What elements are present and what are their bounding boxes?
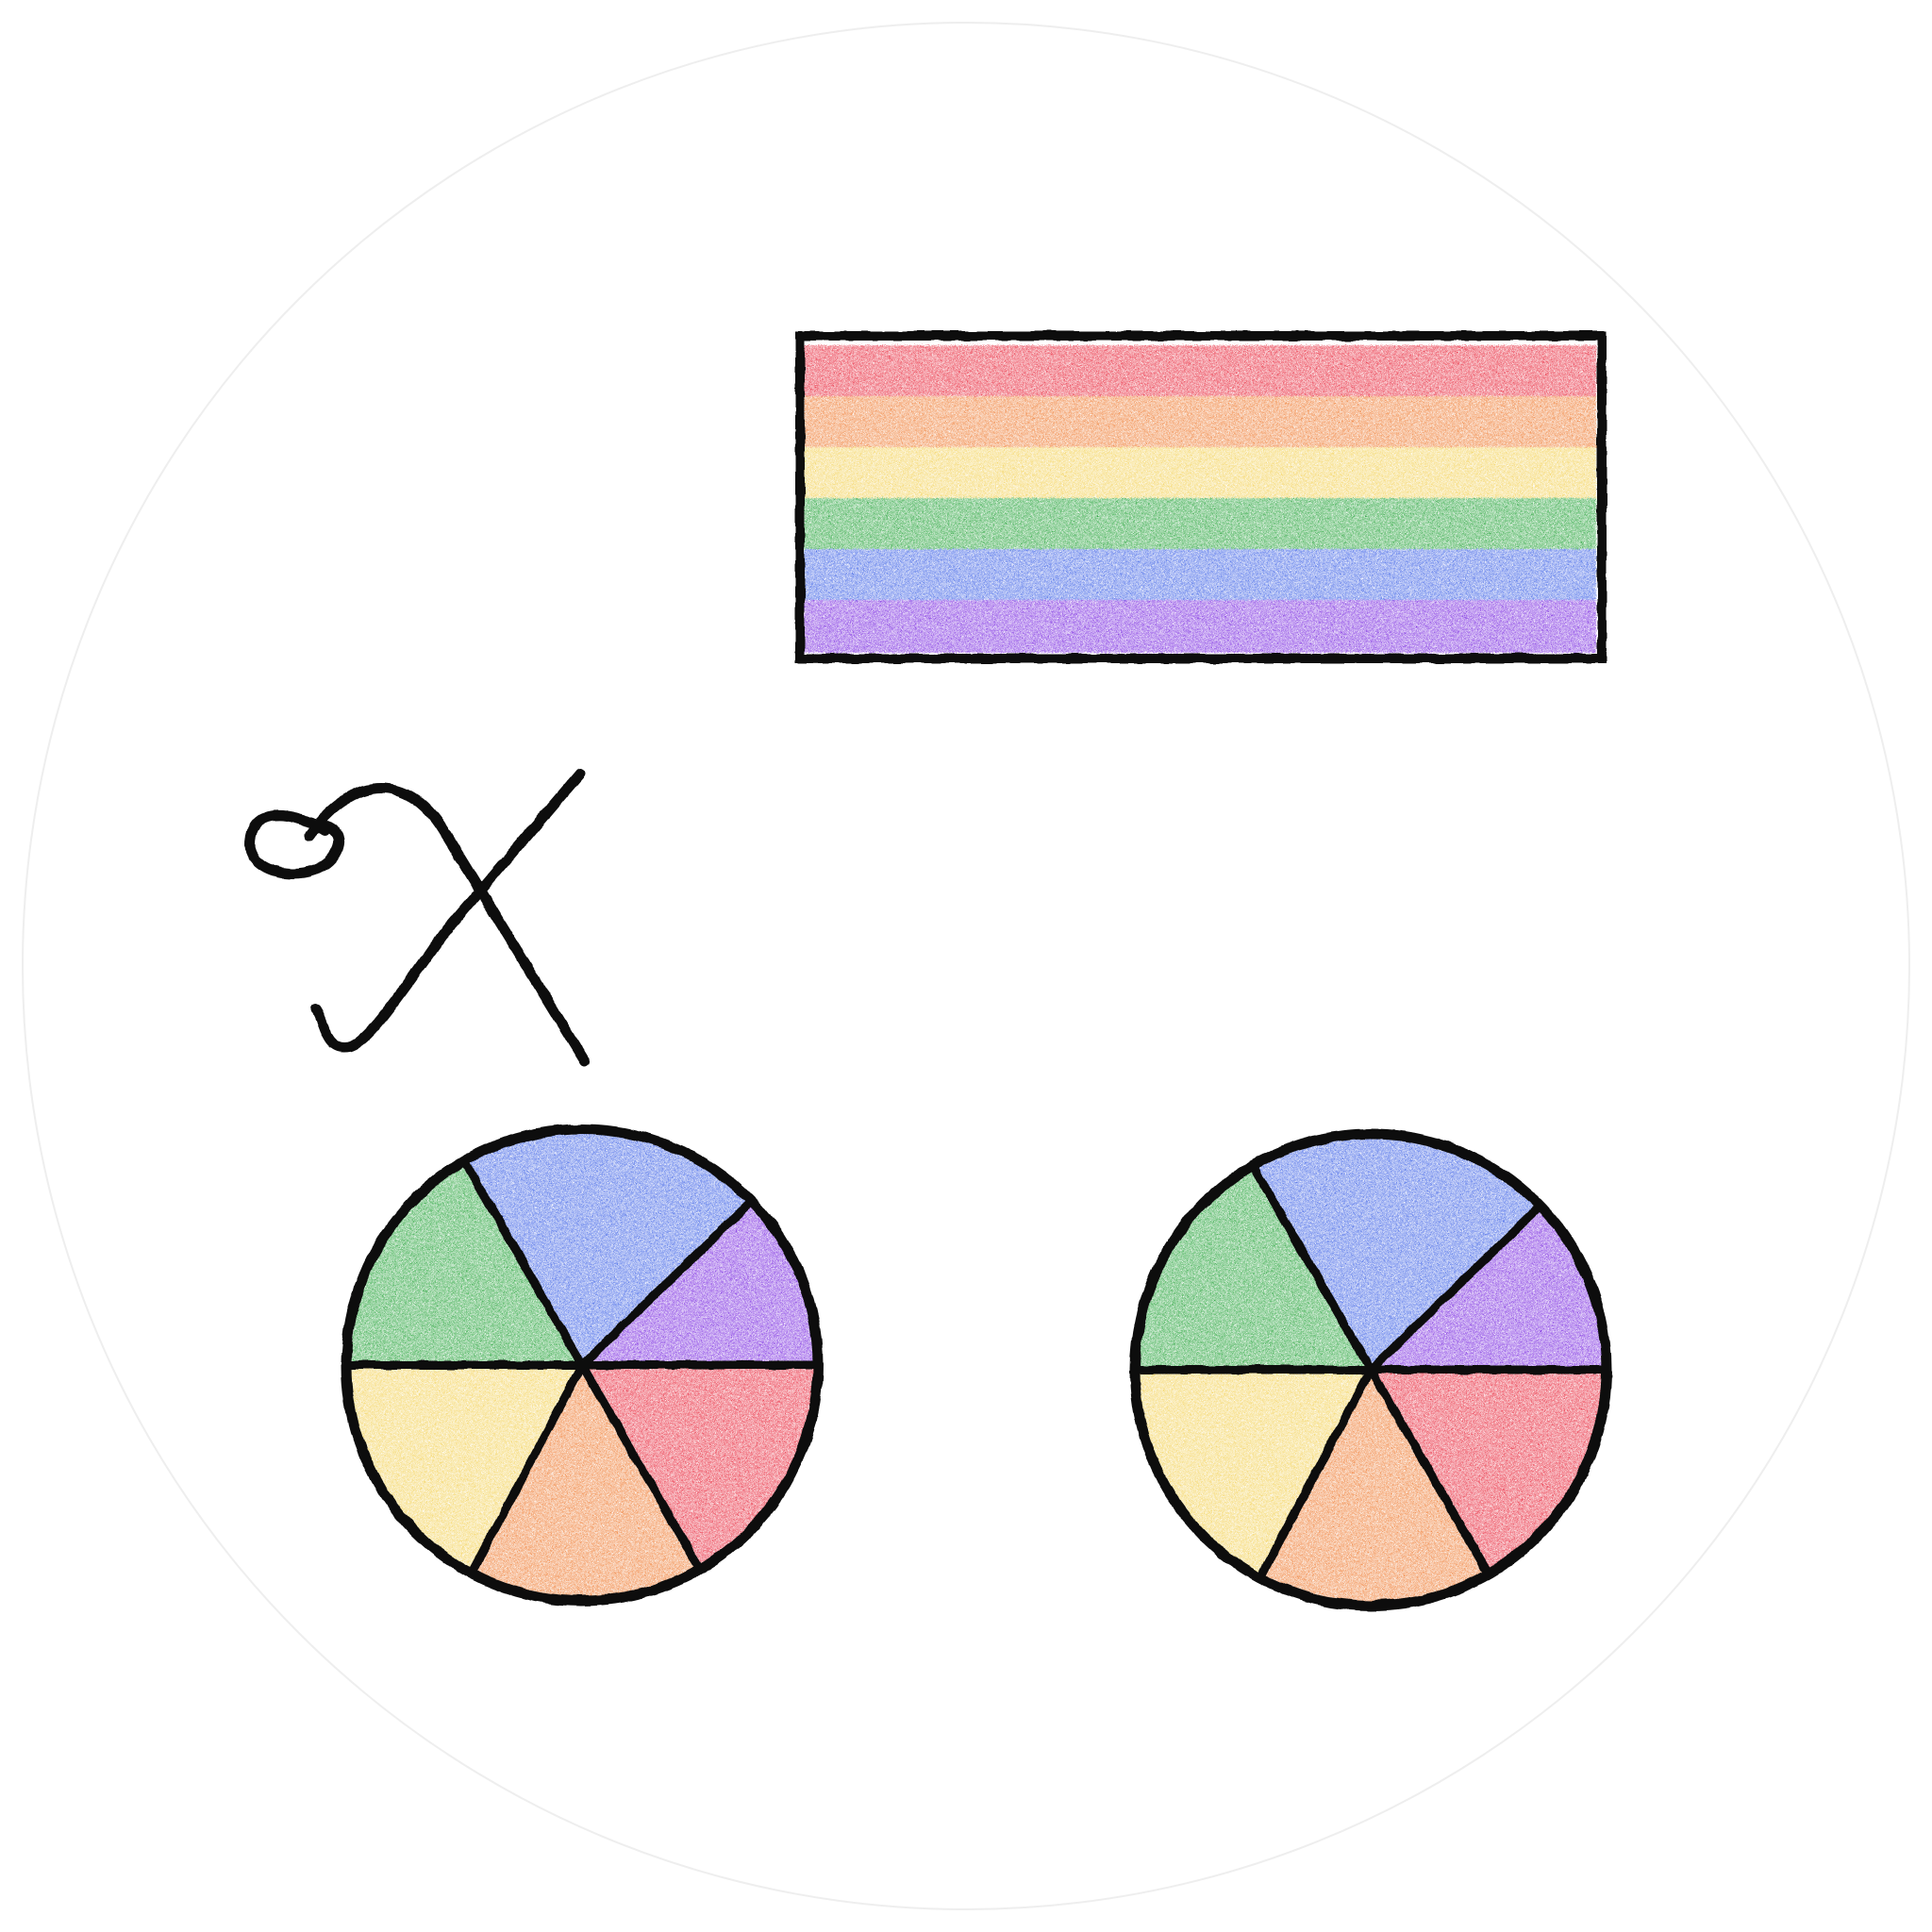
wheel-segment-orange xyxy=(1259,1370,1489,1606)
wheel-segment-blue xyxy=(464,1129,752,1365)
wheel-spoke xyxy=(1249,1163,1374,1373)
wheel-spoke xyxy=(460,1158,586,1368)
wheel-spoke xyxy=(467,1362,586,1575)
beam-rainbow xyxy=(804,345,1596,653)
wheel-spoke xyxy=(578,1362,704,1572)
wheel-segment-purple xyxy=(582,1201,818,1365)
wheel-segment-purple xyxy=(1371,1206,1607,1370)
chi-glyph-icon xyxy=(244,768,591,1067)
right-note-head xyxy=(1129,1128,1612,1611)
beam-stripe-orange xyxy=(804,396,1596,449)
beam-stripe-green xyxy=(804,498,1596,551)
beam-stripe-yellow xyxy=(804,447,1596,500)
wheel-spoke xyxy=(578,1198,755,1369)
wheel-spoke xyxy=(1367,1203,1543,1374)
beam-stripe-purple xyxy=(804,600,1596,653)
wheel-spoke xyxy=(1367,1367,1492,1576)
left-note-head xyxy=(341,1124,824,1607)
wheel-segment-yellow xyxy=(346,1365,582,1574)
wheel-segment-blue xyxy=(1253,1134,1541,1370)
wheel-outline xyxy=(1129,1128,1612,1611)
wheel-segment-yellow xyxy=(1135,1370,1371,1578)
beam-stripe-red xyxy=(804,345,1596,398)
wheel-segment-orange xyxy=(471,1365,700,1602)
wheel-outline xyxy=(341,1124,824,1607)
wheel-spoke xyxy=(1256,1367,1374,1580)
outer-ring xyxy=(22,22,1910,1910)
beam-stripe-blue xyxy=(804,549,1596,602)
